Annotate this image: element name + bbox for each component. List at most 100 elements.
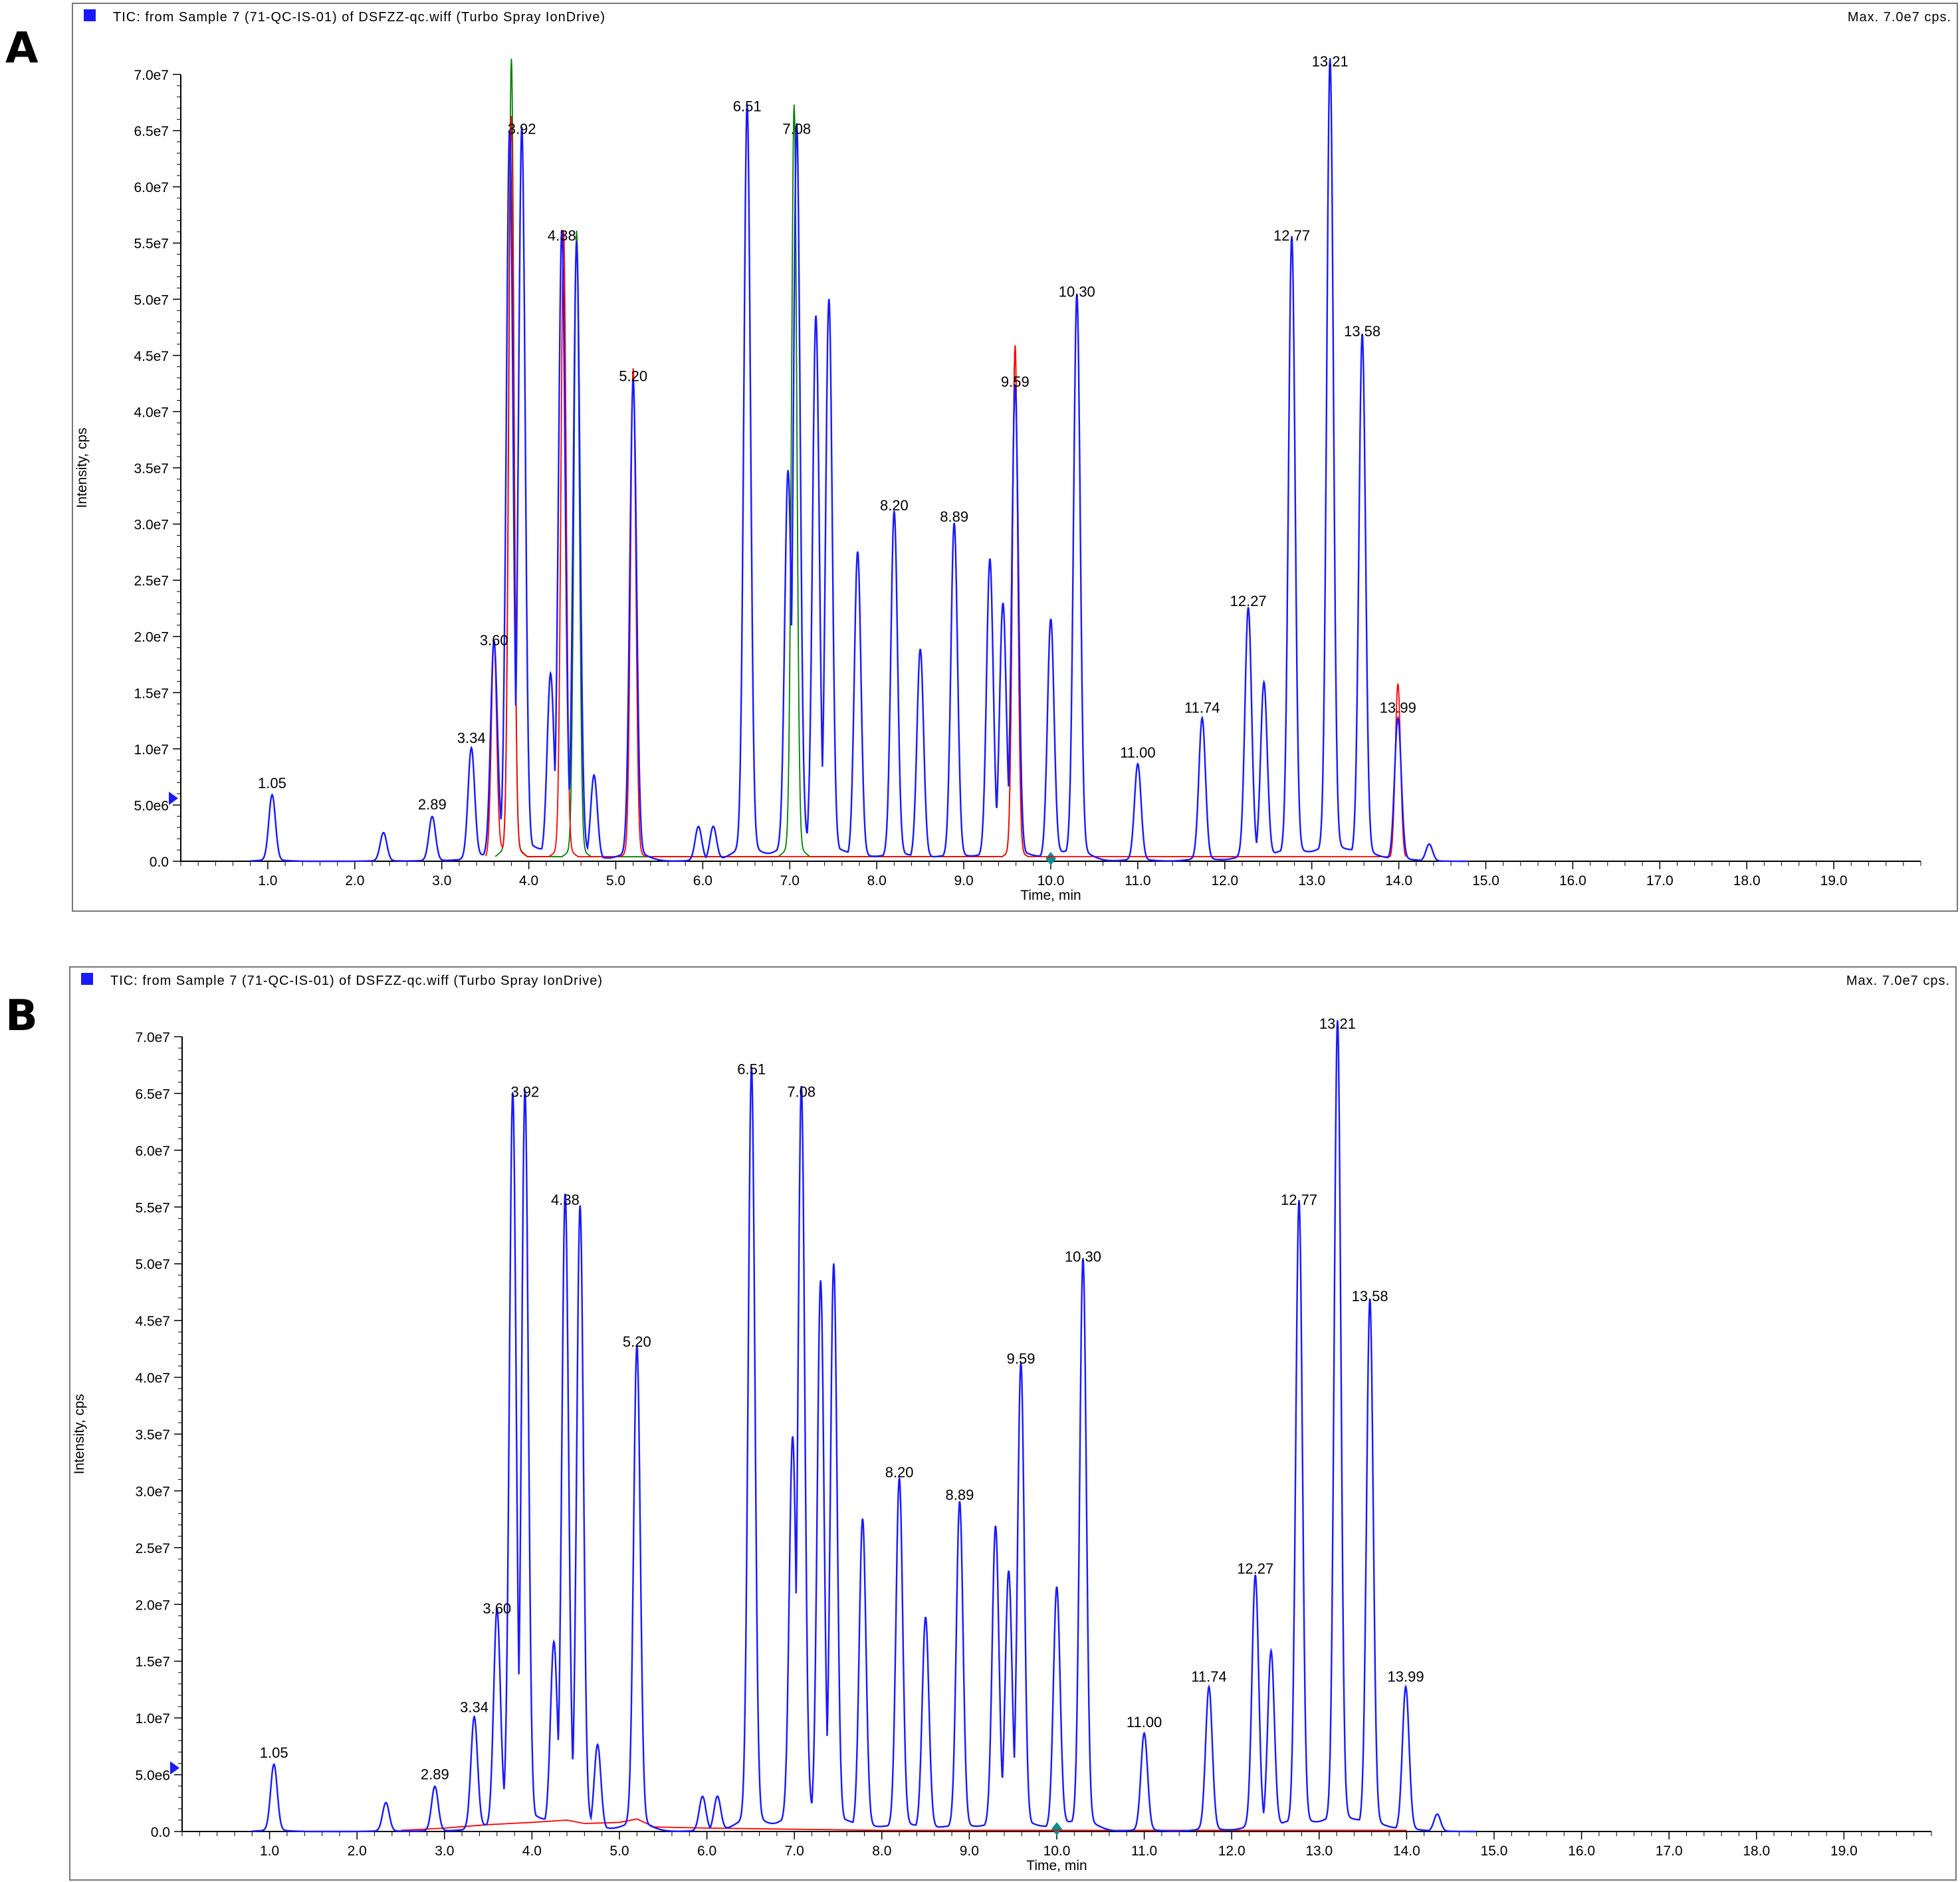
y-tick-label: 5.0e7	[134, 292, 169, 308]
series-line	[400, 1818, 1407, 1831]
peak-label: 7.08	[787, 1084, 816, 1100]
max-intensity-label: Max. 7.0e7 cps.	[1846, 974, 1950, 988]
y-tick-label: 1.0e7	[135, 1711, 170, 1726]
x-tick-label: 12.0	[1218, 1843, 1246, 1859]
peak-label: 13.99	[1380, 700, 1416, 716]
y-axis-marker-icon	[170, 1761, 179, 1775]
y-tick-label: 4.0e7	[134, 405, 169, 420]
peak-label: 8.89	[940, 508, 968, 525]
x-tick-label: 11.0	[1131, 1843, 1157, 1859]
peak-label: 12.77	[1281, 1192, 1317, 1208]
y-axis-label: Intensity, cps	[72, 1394, 87, 1475]
peak-label: 4.38	[551, 1192, 580, 1208]
x-tick-label: 7.0	[780, 873, 800, 889]
x-tick-label: 15.0	[1481, 1843, 1508, 1859]
y-tick-label: 5.5e7	[135, 1200, 170, 1215]
peak-label: 4.38	[548, 227, 576, 244]
peak-label: 9.59	[1001, 373, 1030, 390]
peak-label: 1.05	[260, 1744, 288, 1761]
panel-title: TIC: from Sample 7 (71-QC-IS-01) of DSFZ…	[113, 10, 605, 25]
x-tick-label: 14.0	[1385, 873, 1412, 889]
series-line	[494, 58, 1029, 858]
peak-label: 3.92	[508, 120, 536, 137]
x-axis-label: Time, min	[1020, 888, 1081, 903]
x-tick-label: 3.0	[435, 1843, 454, 1859]
y-tick-label: 4.5e7	[134, 349, 169, 364]
x-tick-label: 9.0	[954, 873, 973, 889]
trace-color-icon	[81, 973, 93, 985]
peak-label: 13.21	[1312, 53, 1349, 70]
y-tick-label: 5.0e6	[135, 1768, 170, 1784]
x-tick-label: 4.0	[519, 873, 538, 889]
peak-label: 2.89	[418, 796, 447, 813]
x-tick-label: 17.0	[1656, 1843, 1683, 1859]
y-axis-marker-icon	[169, 791, 178, 805]
panel-b-letter: B	[5, 992, 38, 1041]
trace-color-icon	[84, 9, 96, 21]
y-tick-label: 1.5e7	[134, 686, 169, 701]
panel-title: TIC: from Sample 7 (71-QC-IS-01) of DSFZ…	[110, 974, 603, 988]
peak-label: 3.34	[460, 1699, 489, 1716]
x-tick-label: 11.0	[1125, 873, 1150, 889]
x-axis-marker-icon	[1051, 1822, 1062, 1835]
y-tick-label: 2.0e7	[135, 1598, 170, 1613]
peak-label: 13.99	[1388, 1668, 1424, 1685]
peak-label: 11.74	[1191, 1668, 1226, 1685]
x-tick-label: 5.0	[606, 873, 625, 889]
x-tick-label: 19.0	[1830, 1843, 1858, 1859]
peak-label: 8.20	[885, 1464, 914, 1481]
y-tick-label: 4.5e7	[135, 1314, 170, 1329]
peak-label: 6.51	[733, 98, 762, 115]
x-tick-label: 3.0	[432, 873, 451, 889]
peak-label: 3.92	[510, 1084, 539, 1100]
x-tick-label: 6.0	[693, 873, 712, 889]
series-line	[485, 116, 1406, 858]
chromatogram-svg-a: TIC: from Sample 7 (71-QC-IS-01) of DSFZ…	[74, 9, 1951, 903]
chromatogram-panel-b: TIC: from Sample 7 (71-QC-IS-01) of DSFZ…	[69, 966, 1957, 1881]
x-tick-label: 2.0	[348, 1843, 367, 1859]
x-tick-label: 18.0	[1733, 873, 1761, 889]
y-tick-label: 7.0e7	[134, 68, 169, 83]
max-intensity-label: Max. 7.0e7 cps.	[1848, 10, 1951, 25]
y-tick-label: 7.0e7	[135, 1030, 170, 1045]
x-tick-label: 10.0	[1037, 873, 1065, 889]
x-tick-label: 1.0	[260, 1843, 279, 1859]
peak-label: 13.21	[1319, 1015, 1356, 1032]
y-tick-label: 3.5e7	[134, 461, 169, 476]
y-tick-label: 2.0e7	[134, 630, 169, 645]
y-tick-label: 3.0e7	[135, 1484, 170, 1499]
peak-label: 11.00	[1120, 744, 1155, 761]
peak-label: 5.20	[619, 368, 647, 385]
peak-label: 8.89	[946, 1487, 974, 1503]
x-tick-label: 16.0	[1568, 1843, 1595, 1859]
y-tick-label: 1.0e7	[134, 742, 169, 758]
peak-label: 6.51	[737, 1061, 766, 1077]
y-tick-label: 0.0	[150, 855, 169, 870]
x-tick-label: 18.0	[1743, 1843, 1770, 1859]
y-axis-label: Intensity, cps	[74, 428, 90, 508]
x-tick-label: 12.0	[1211, 873, 1238, 889]
series-line	[250, 58, 1468, 863]
peak-label: 2.89	[421, 1766, 449, 1782]
y-tick-label: 3.0e7	[134, 518, 169, 533]
peak-label: 3.60	[483, 1600, 511, 1617]
y-tick-label: 6.0e7	[135, 1144, 170, 1159]
series-line	[252, 1020, 1476, 1833]
peak-label: 9.59	[1007, 1350, 1035, 1367]
peak-label: 13.58	[1344, 323, 1380, 340]
chromatogram-svg-b: TIC: from Sample 7 (71-QC-IS-01) of DSFZ…	[72, 973, 1950, 1873]
peak-label: 5.20	[623, 1333, 651, 1350]
x-tick-label: 6.0	[697, 1843, 716, 1859]
x-tick-label: 1.0	[258, 873, 277, 889]
x-tick-label: 8.0	[872, 1843, 891, 1859]
peak-label: 10.30	[1059, 284, 1095, 300]
peak-label: 12.27	[1230, 593, 1267, 609]
y-tick-label: 5.0e6	[134, 798, 169, 813]
y-tick-label: 3.5e7	[135, 1427, 170, 1443]
y-tick-label: 6.5e7	[135, 1087, 170, 1102]
x-tick-label: 13.0	[1305, 1843, 1333, 1859]
panel-a-letter: A	[5, 24, 39, 73]
x-tick-label: 15.0	[1472, 873, 1499, 889]
x-tick-label: 5.0	[609, 1843, 629, 1859]
peak-label: 10.30	[1065, 1248, 1101, 1265]
